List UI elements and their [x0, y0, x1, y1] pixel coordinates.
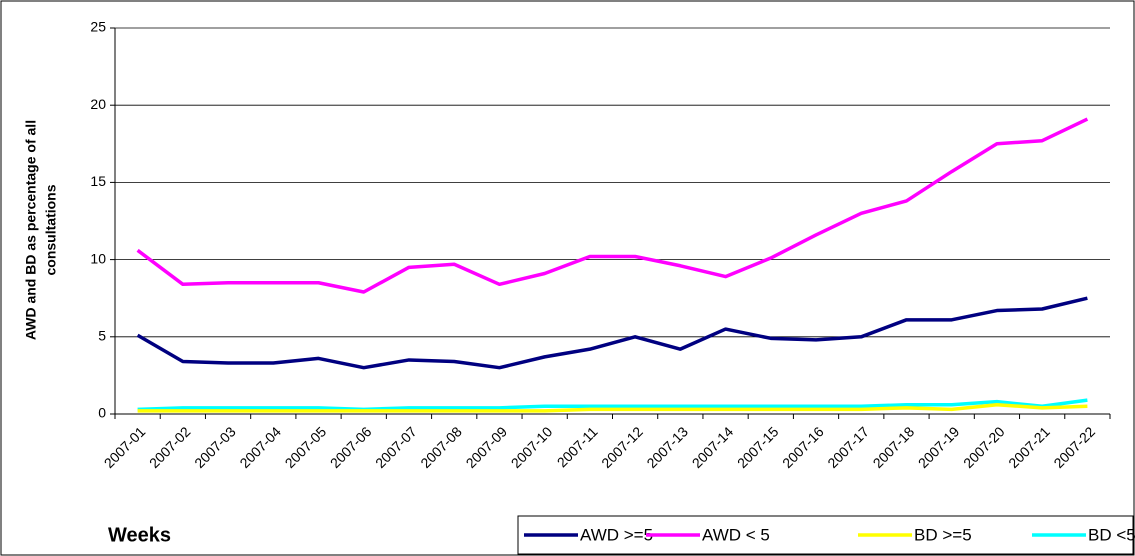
y-tick-label: 0	[98, 405, 106, 421]
series-line	[136, 296, 1088, 370]
y-tick-label: 10	[90, 250, 106, 266]
x-axis-label: Weeks	[108, 524, 171, 546]
series-line	[137, 398, 1088, 412]
legend-label: AWD >=5	[580, 525, 653, 544]
y-tick-label: 15	[90, 173, 106, 189]
y-tick-label: 25	[90, 19, 106, 35]
y-tick-label: 5	[98, 328, 106, 344]
legend-label: BD <5	[1088, 525, 1135, 544]
legend-label: AWD < 5	[702, 525, 770, 544]
y-tick-label: 20	[90, 96, 106, 112]
series-line	[136, 117, 1089, 294]
y-axis-label-line: AWD and BD as percentage of all	[23, 120, 39, 340]
series-line	[137, 402, 1088, 413]
y-axis-label: AWD and BD as percentage of all consulta…	[23, 120, 59, 340]
legend-box	[517, 515, 1134, 555]
y-axis-label-line: consultations	[43, 184, 59, 275]
legend-label: BD >=5	[914, 525, 972, 544]
